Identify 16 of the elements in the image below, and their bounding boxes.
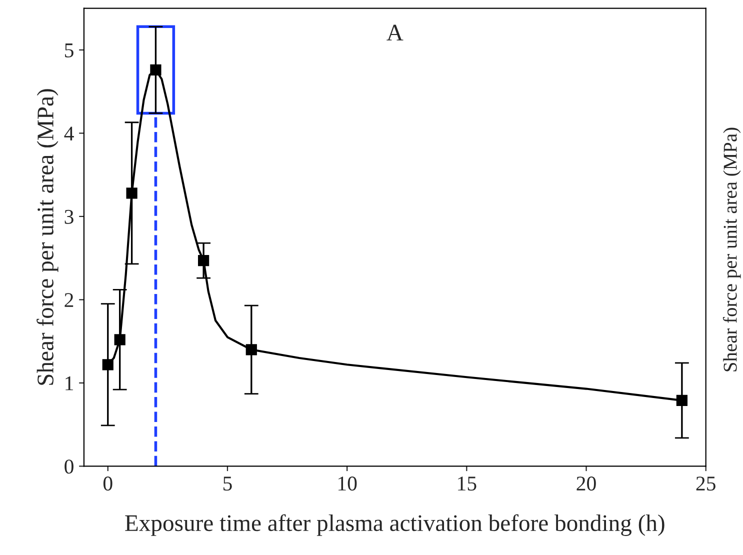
x-tick-label: 5 (223, 476, 232, 491)
text: Shear force per unit area (MPa) (722, 128, 741, 372)
y-axis-title: Shear force per unit area (MPa) (36, 89, 58, 385)
x-axis-title: Exposure time after plasma activation before bonding (h) (125, 514, 664, 536)
x-tick-label: 10 (338, 476, 357, 491)
y-tick-label: 5 (65, 44, 74, 58)
x-tick-label: 25 (696, 476, 716, 491)
y-tick-label: 4 (64, 126, 74, 140)
x-tick-label: 15 (458, 476, 476, 491)
y-tick-label: 0 (64, 460, 74, 474)
y-tick-label: 1 (66, 376, 73, 390)
x-tick-label: 20 (576, 476, 596, 491)
annotation: A (386, 24, 404, 40)
y-tick-label: 2 (64, 293, 74, 307)
y-tick-label: 3 (64, 210, 74, 224)
x-tick-label: 0 (103, 476, 112, 491)
